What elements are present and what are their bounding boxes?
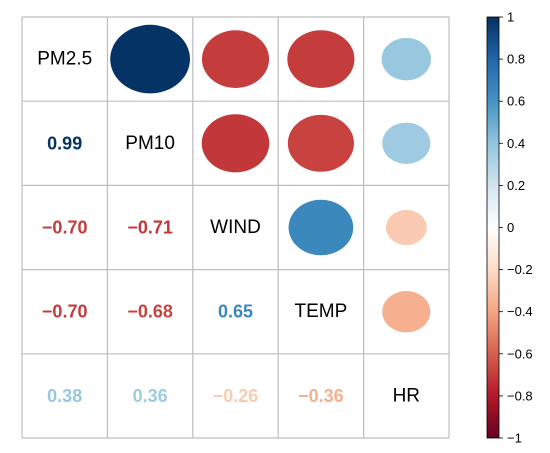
- correlation-ellipse: [110, 24, 190, 94]
- colorbar-tick-label: 0.4: [507, 136, 525, 151]
- correlation-ellipse: [201, 114, 270, 173]
- correlation-ellipse: [287, 114, 354, 172]
- correlation-ellipse: [382, 291, 431, 333]
- correlation-ellipse: [288, 199, 354, 256]
- correlation-ellipse: [201, 30, 270, 88]
- colorbar-tick-label: 0.2: [507, 178, 525, 193]
- colorbar-tick-label: 0.8: [507, 52, 525, 67]
- matrix-cells: PM2.5 PM10 WIND TEMP HR 0.99 −0.70 −0.71 −0.70 −0…: [37, 24, 432, 406]
- color-legend: 1 0.8 0.6 0.4 0.2 0 −0.2 −0.4 −0.6 −0.8 −1: [486, 10, 533, 446]
- correlation-value-label: −0.71: [127, 218, 173, 238]
- colorbar-tick-label: 0.6: [507, 94, 525, 109]
- colorbar-tick-label: −0.2: [507, 262, 533, 277]
- colorbar-tick-label: −1: [507, 431, 522, 446]
- variable-label-pm10: PM10: [125, 133, 175, 154]
- colorbar-tick-label: 0: [507, 220, 514, 235]
- colorbar: [486, 16, 500, 439]
- correlation-value-label: 0.38: [47, 386, 82, 406]
- correlation-value-label: −0.68: [127, 302, 173, 322]
- correlation-value-label: 0.99: [47, 133, 82, 153]
- correlation-ellipse: [287, 30, 355, 88]
- matrix-grid: [21, 16, 450, 439]
- correlation-value-label: −0.36: [298, 386, 344, 406]
- variable-label-pm25: PM2.5: [37, 49, 92, 70]
- correlation-ellipse: [382, 122, 431, 164]
- correlation-ellipse: [385, 209, 427, 246]
- variable-label-hr: HR: [393, 385, 420, 406]
- correlation-value-label: 0.65: [218, 302, 253, 322]
- correlation-value-label: −0.70: [42, 302, 88, 322]
- variable-label-wind: WIND: [210, 217, 261, 238]
- variable-label-temp: TEMP: [295, 301, 348, 322]
- colorbar-tick-label: −0.4: [507, 304, 533, 319]
- colorbar-tick-label: −0.8: [507, 388, 533, 403]
- correlation-value-label: 0.36: [133, 386, 168, 406]
- colorbar-tick-label: 1: [507, 10, 514, 25]
- correlation-value-label: −0.70: [42, 218, 88, 238]
- correlation-value-label: −0.26: [213, 386, 259, 406]
- correlation-ellipse: [381, 37, 432, 81]
- colorbar-tick-label: −0.6: [507, 346, 533, 361]
